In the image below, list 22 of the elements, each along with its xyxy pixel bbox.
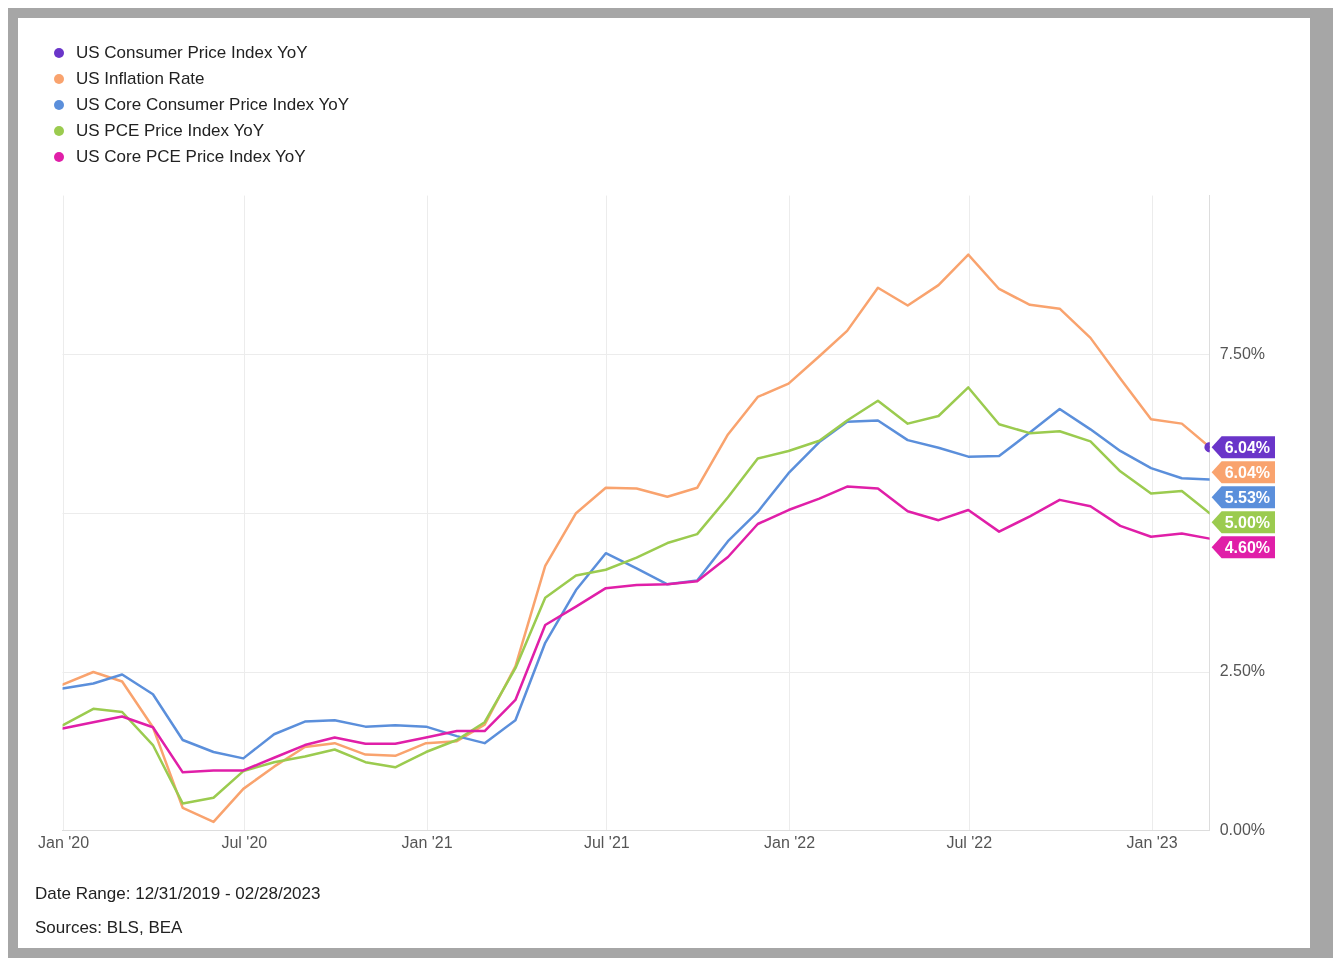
y-tick-label: 7.50% xyxy=(1219,344,1266,362)
data-label: 6.04% xyxy=(1224,438,1271,456)
data-label: 4.60% xyxy=(1224,538,1271,556)
x-tick-label: Jan '22 xyxy=(763,833,816,851)
data-label: 5.00% xyxy=(1224,513,1271,531)
x-tick-label: Jan '21 xyxy=(401,833,453,851)
x-tick-label: Jul '22 xyxy=(946,833,993,851)
text: Date Range: 12/31/2019 - 02/28/2023 xyxy=(35,884,322,905)
data-label: 6.04% xyxy=(1224,463,1271,481)
data-label: 5.53% xyxy=(1224,488,1271,506)
y-tick-label: 2.50% xyxy=(1219,662,1266,680)
x-tick-label: Jul '21 xyxy=(583,833,630,851)
y-tick-label: 0.00% xyxy=(1219,821,1266,839)
x-tick-label: Jan '23 xyxy=(1126,833,1178,851)
x-tick-label: Jul '20 xyxy=(221,833,268,851)
legend-label: US Core Consumer Price Index YoY xyxy=(76,95,350,115)
source-note: Sources: BLS, BEA xyxy=(35,918,184,939)
legend-label: US Inflation Rate xyxy=(76,69,205,89)
x-tick-label: Jan '20 xyxy=(38,833,90,851)
legend-label: US Core PCE Price Index YoY xyxy=(76,147,306,167)
legend-label: US Consumer Price Index YoY xyxy=(76,43,308,63)
legend-label: US PCE Price Index YoY xyxy=(76,121,265,141)
